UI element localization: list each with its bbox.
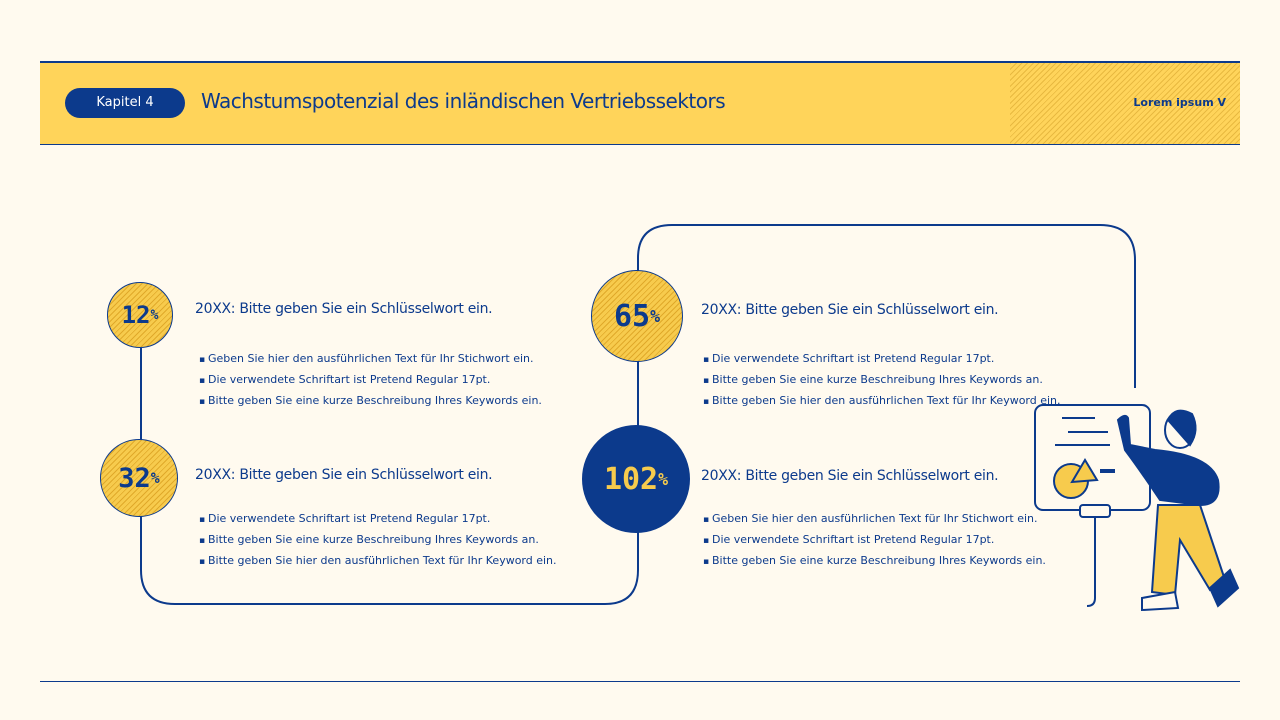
bullet: Bitte geben Sie eine kurze Beschreibung … — [199, 391, 542, 412]
bullet: Die verwendete Schriftart ist Pretend Re… — [199, 509, 557, 530]
bullet: Bitte geben Sie eine kurze Beschreibung … — [703, 551, 1046, 572]
chapter-badge: Kapitel 4 — [65, 88, 185, 118]
bullet: Die verwendete Schriftart ist Pretend Re… — [199, 370, 542, 391]
item-bullets: Die verwendete Schriftart ist Pretend Re… — [199, 509, 557, 572]
hatch-pattern — [1010, 63, 1240, 144]
bullet: Geben Sie hier den ausführlichen Text fü… — [703, 509, 1046, 530]
value-circle-102: 102% — [582, 425, 690, 533]
bullet: Die verwendete Schriftart ist Pretend Re… — [703, 349, 1061, 370]
value-number: 65 — [613, 298, 651, 334]
value-unit: % — [150, 307, 159, 323]
footer-rule — [40, 681, 1240, 682]
value-number: 12 — [121, 301, 151, 329]
header-tag: Lorem ipsum V — [1133, 96, 1226, 109]
presenter-illustration — [1034, 404, 1240, 612]
value-unit: % — [658, 469, 669, 489]
item-heading: 20XX: Bitte geben Sie ein Schlüsselwort … — [195, 301, 493, 317]
page-title: Wachstumspotenzial des inländischen Vert… — [201, 89, 726, 113]
value-number: 102 — [603, 461, 659, 497]
value-circle-65: 65% — [591, 270, 683, 362]
bullet: Bitte geben Sie eine kurze Beschreibung … — [703, 370, 1061, 391]
bullet: Bitte geben Sie eine kurze Beschreibung … — [199, 530, 557, 551]
item-bullets: Die verwendete Schriftart ist Pretend Re… — [703, 349, 1061, 412]
value-number: 32 — [118, 462, 151, 494]
bullet: Bitte geben Sie hier den ausführlichen T… — [703, 391, 1061, 412]
item-bullets: Geben Sie hier den ausführlichen Text fü… — [703, 509, 1046, 572]
bullet: Geben Sie hier den ausführlichen Text fü… — [199, 349, 542, 370]
item-bullets: Geben Sie hier den ausführlichen Text fü… — [199, 349, 542, 412]
item-heading: 20XX: Bitte geben Sie ein Schlüsselwort … — [701, 468, 999, 484]
header-banner: Kapitel 4 Wachstumspotenzial des inländi… — [40, 61, 1240, 145]
value-unit: % — [650, 306, 661, 326]
item-heading: 20XX: Bitte geben Sie ein Schlüsselwort … — [195, 467, 493, 483]
bullet: Bitte geben Sie hier den ausführlichen T… — [199, 551, 557, 572]
value-circle-32: 32% — [100, 439, 178, 517]
item-heading: 20XX: Bitte geben Sie ein Schlüsselwort … — [701, 302, 999, 318]
value-circle-12: 12% — [107, 282, 173, 348]
value-unit: % — [150, 469, 160, 487]
bullet: Die verwendete Schriftart ist Pretend Re… — [703, 530, 1046, 551]
